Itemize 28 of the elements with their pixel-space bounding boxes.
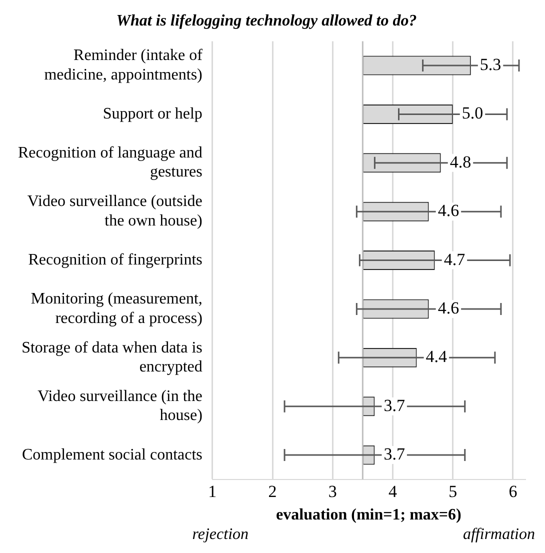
y-tick-label: Monitoring (measurement, recording of a process)	[30, 290, 202, 327]
y-tick-label: Recognition of language and gestures	[18, 144, 202, 181]
y-tick-label: Reminder (intake of medicine, appointments)	[44, 47, 204, 84]
y-tick-label: Storage of data when data is encrypted	[22, 339, 202, 376]
x-tick-label: 1	[208, 482, 217, 502]
x-tick-label: 2	[268, 482, 277, 502]
y-tick-label: Complement social contacts	[22, 446, 202, 464]
x-tick-label: 4	[388, 482, 398, 502]
data-label: 4.7	[444, 250, 466, 269]
y-tick-label: Support or help	[102, 105, 202, 122]
data-label: 5.0	[462, 104, 484, 123]
y-tick-label: Recognition of fingerprints	[28, 252, 202, 269]
data-label: 4.8	[450, 152, 472, 172]
text: affirmation	[462, 526, 535, 544]
x-tick-label: 3	[328, 482, 337, 502]
data-label: 3.7	[384, 444, 406, 464]
chart-title: What is lifelogging technology allowed to do?	[116, 12, 417, 30]
x-tick-label: 6	[508, 482, 518, 502]
y-tick-label: Video surveillance (in the house)	[38, 388, 202, 424]
data-label: 3.7	[384, 396, 406, 415]
data-label: 4.6	[438, 201, 460, 220]
data-label: 5.3	[480, 55, 502, 74]
x-axis-title: evaluation (min=1; max=6)	[276, 506, 462, 524]
data-label: 4.4	[426, 347, 448, 366]
x-tick-label: 5	[448, 482, 458, 502]
text: rejection	[192, 526, 249, 544]
data-label: 4.6	[438, 298, 460, 318]
y-tick-label: Video surveillance (outside the own house)	[27, 193, 202, 230]
